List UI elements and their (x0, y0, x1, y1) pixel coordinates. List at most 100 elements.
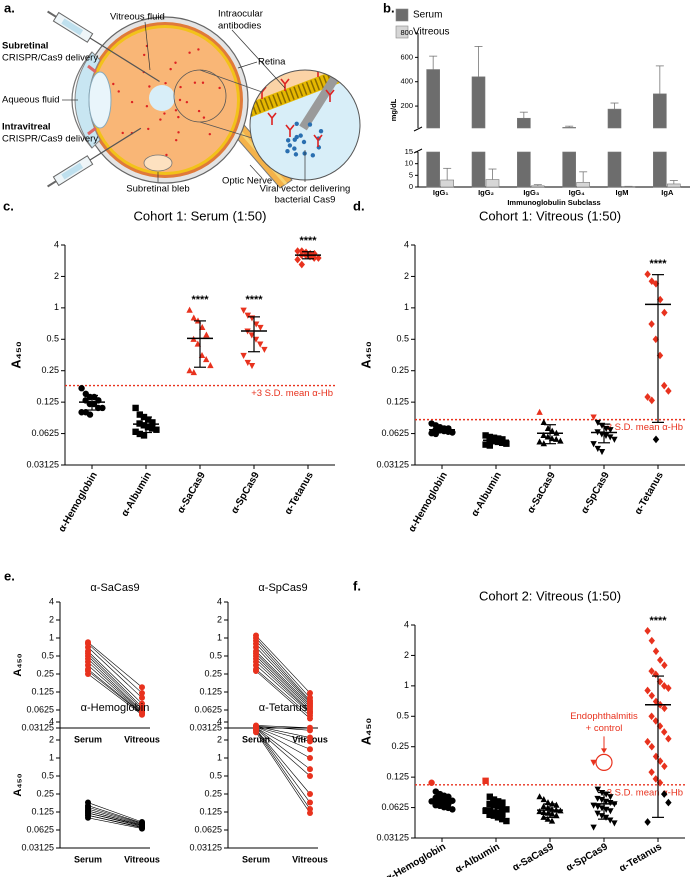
bar (471, 76, 486, 129)
label: Intraocular (218, 9, 263, 20)
point (648, 320, 655, 328)
bar (426, 69, 440, 129)
y-tick-label: 0.0625 (26, 704, 54, 714)
point (644, 818, 651, 826)
point (652, 717, 659, 725)
point (648, 712, 655, 721)
antibody-dot (197, 48, 200, 51)
y-tick-label: 0.125 (386, 397, 409, 407)
y-tick-label: 0.125 (31, 686, 54, 696)
antibody-dot (174, 109, 178, 112)
point (607, 434, 614, 441)
y-tick-label: 2 (217, 734, 222, 744)
point (298, 260, 305, 269)
point (553, 435, 560, 442)
point (540, 803, 547, 810)
y-tick-label: 4 (54, 239, 59, 249)
pair-line (255, 727, 311, 770)
x-tick-label: Serum (74, 854, 102, 864)
y-tick-label: 0 (409, 182, 413, 191)
point (611, 820, 618, 827)
antibody-dot (112, 82, 115, 86)
bleb (143, 154, 173, 172)
pair-line (87, 815, 143, 829)
y-tick-label: 0.03125 (189, 722, 222, 732)
pair-line (255, 653, 311, 708)
y-tick-label: 4 (49, 596, 54, 606)
panel-label: a. (4, 0, 15, 15)
point (203, 356, 210, 363)
point (553, 801, 560, 808)
x-tick-label: α-Tetanus (618, 841, 665, 874)
bar (562, 127, 576, 129)
point (199, 323, 206, 330)
label: Subretinal bleb (126, 184, 189, 195)
point (190, 369, 197, 376)
point (307, 746, 313, 753)
pair-line (255, 726, 311, 742)
pair-line (87, 812, 143, 827)
point (661, 728, 668, 736)
point (139, 694, 145, 701)
y-tick-label: 2 (49, 614, 54, 624)
bar (531, 185, 545, 188)
y-tick-label: 2 (217, 614, 222, 624)
y-tick-label: 2 (54, 271, 59, 281)
antibody (280, 78, 290, 91)
point (311, 254, 318, 262)
syringe-top (47, 10, 160, 82)
pair-line (87, 808, 143, 825)
y-tick-label: 4 (217, 716, 222, 726)
y-tick-label: 0.5 (209, 650, 222, 660)
antibody-dot (174, 138, 178, 142)
virion (298, 133, 303, 138)
label: antibodies (218, 21, 262, 32)
pair-line (255, 635, 311, 694)
y-tick-label: 0.03125 (21, 722, 54, 732)
point (261, 346, 268, 353)
antibody-dot (164, 81, 167, 85)
antibody-dot (208, 132, 212, 136)
point (307, 799, 313, 806)
y-tick-label: 0.125 (31, 806, 54, 816)
point (661, 762, 668, 771)
virions (257, 70, 335, 158)
point (553, 812, 560, 819)
x-tick-label: Serum (242, 854, 270, 864)
bar (517, 117, 531, 129)
pair-line (255, 730, 311, 810)
y-tick-label: 1 (217, 752, 222, 762)
y-axis-label: A₄₅₀ (358, 341, 373, 369)
point (307, 791, 313, 797)
y-tick-label: 0.5 (209, 770, 222, 780)
y-tick-label: 0.5 (46, 334, 59, 344)
point (644, 270, 651, 279)
antibody-dot (148, 85, 151, 88)
y-tick-label: 0.0625 (194, 704, 222, 714)
point (665, 387, 672, 395)
virion (302, 151, 307, 156)
y-tick-label: 0.03125 (376, 459, 409, 469)
point (428, 779, 435, 786)
y-tick-label: 0.0625 (381, 802, 409, 812)
axis-break (413, 126, 423, 132)
x-tick-label: α-SpCas9 (564, 841, 610, 874)
point (648, 277, 655, 286)
point (307, 690, 313, 697)
y-tick-label: 1 (217, 632, 222, 642)
label: CRISPR/Cas9 delivery (2, 134, 98, 145)
leader (249, 164, 263, 179)
point (85, 671, 91, 677)
point (594, 445, 601, 452)
pair-line (87, 641, 143, 688)
x-tick-label: Serum (242, 734, 270, 744)
iris (87, 64, 97, 136)
point (644, 737, 651, 746)
antibody-dot (121, 131, 124, 135)
point (540, 813, 547, 820)
virion (294, 121, 299, 126)
bar (576, 182, 590, 188)
y-tick-label: 5 (409, 170, 413, 179)
syringe-needle (89, 37, 160, 82)
significance: **** (191, 294, 209, 306)
